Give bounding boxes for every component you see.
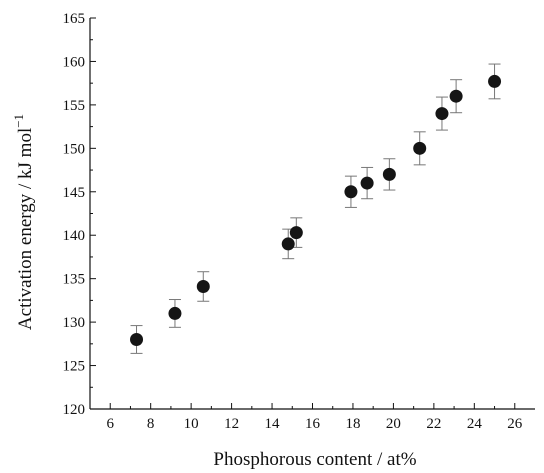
data-point: [382, 167, 396, 181]
y-ticks: 120 125 130 135 140 145 150 155 160 165: [63, 11, 96, 418]
x-tick-label: 16: [305, 416, 321, 432]
y-tick-label: 150: [63, 141, 86, 157]
data-point: [289, 226, 303, 240]
y-tick-label: 125: [63, 359, 86, 375]
x-tick-label: 26: [507, 416, 523, 432]
x-tick-label: 14: [265, 416, 281, 432]
data-point: [344, 185, 358, 199]
axes: [89, 18, 535, 410]
data-point: [196, 279, 210, 293]
error-bars: [130, 63, 501, 354]
y-tick-label: 160: [63, 54, 86, 70]
x-ticks: 6 8 10 12 14 16 18 20 22 24 26: [89, 403, 523, 432]
data-point: [168, 306, 182, 320]
x-tick-label: 6: [106, 416, 114, 432]
data-point: [413, 141, 427, 155]
y-tick-label: 130: [63, 315, 86, 331]
y-tick-label: 140: [63, 228, 86, 244]
data-point: [435, 107, 449, 121]
x-tick-label: 10: [184, 416, 199, 432]
y-axis-label-superscript: −1: [11, 114, 26, 128]
data-point: [449, 89, 463, 103]
data-point: [130, 332, 144, 346]
x-tick-label: 24: [467, 416, 483, 432]
x-tick-label: 20: [386, 416, 401, 432]
y-axis-label: Activation energy / kJ mol−1: [11, 114, 36, 330]
y-tick-label: 155: [63, 98, 86, 114]
x-tick-label: 12: [224, 416, 239, 432]
y-tick-label: 120: [63, 402, 86, 418]
data-points: [130, 74, 502, 346]
y-axis-label-main: Activation energy / kJ mol: [15, 128, 36, 330]
x-tick-label: 8: [147, 416, 155, 432]
y-tick-label: 145: [63, 185, 86, 201]
x-axis-label: Phosphorous content / at%: [213, 449, 416, 470]
x-tick-label: 22: [426, 416, 441, 432]
y-tick-label: 135: [63, 272, 86, 288]
y-tick-label: 165: [63, 11, 86, 27]
x-tick-label: 18: [345, 416, 360, 432]
data-point: [281, 237, 295, 251]
data-point: [488, 74, 502, 88]
data-point: [360, 176, 374, 190]
